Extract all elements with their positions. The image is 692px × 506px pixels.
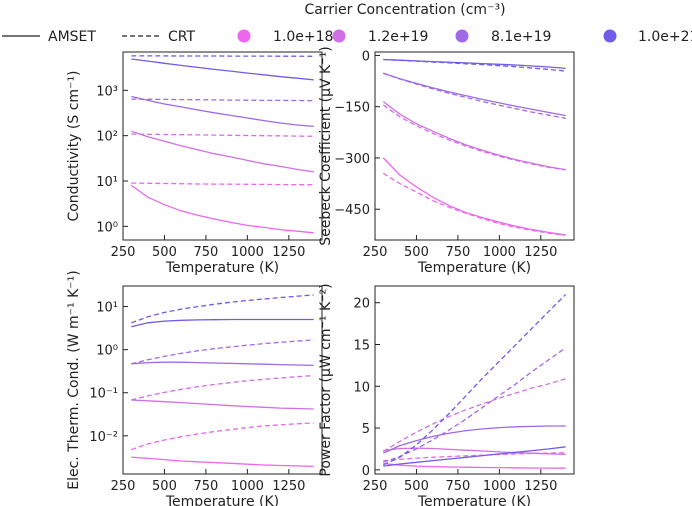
thermal-ytick-label-1: 10⁻¹ <box>89 387 118 402</box>
conductivity-ytick-label-1: 10¹ <box>96 175 118 190</box>
legend-label-1_2e19: 1.2e+19 <box>368 29 428 45</box>
conductivity-series-1 <box>131 182 314 186</box>
conductivity-xtick-label-3: 1000 <box>231 245 264 260</box>
thermal-series-0 <box>131 456 314 468</box>
legend-swatch-1e21 <box>603 29 617 43</box>
thermal-xtick-label-1: 500 <box>152 479 177 494</box>
seebeck-axes-frame <box>374 51 575 241</box>
legend-amset-label: AMSET <box>48 29 96 45</box>
conductivity-ylabel: Conductivity (S cm⁻¹) <box>66 70 82 221</box>
power-factor-panel: 250 500 750 1000 1250 0 5 10 15 20 Temperature (K)… <box>318 283 575 506</box>
thermal-xtick-label-4: 1250 <box>272 479 305 494</box>
thermal-ytick-label-0: 10⁻² <box>89 430 118 445</box>
powerfactor-series-4 <box>383 425 566 454</box>
legend-label-1e18: 1.0e+18 <box>273 29 333 45</box>
seebeck-ytick-label-3: −450 <box>334 203 370 218</box>
conductivity-xlabel: Temperature (K) <box>165 260 279 276</box>
powerfactor-xtick-label-4: 1250 <box>524 479 557 494</box>
conductivity-series-4 <box>131 95 314 128</box>
legend-label-1e21: 1.0e+21 <box>638 29 692 45</box>
thermal-series-7 <box>131 294 314 324</box>
seebeck-panel: 250 500 750 1000 1250 0 −150 −300 −450 Temperatur… <box>318 46 575 276</box>
thermal-xlabel: Temperature (K) <box>165 494 279 506</box>
powerfactor-xlabel: Temperature (K) <box>417 494 531 506</box>
powerfactor-series-5 <box>383 347 567 463</box>
thermal-ylabel: Elec. Therm. Cond. (W m⁻¹ K⁻¹) <box>66 270 82 490</box>
conductivity-xtick-label-1: 500 <box>152 245 177 260</box>
powerfactor-series-0 <box>383 462 566 469</box>
thermal-series-6 <box>131 318 314 328</box>
conductivity-panel: 250 500 750 1000 1250 10⁰ 10¹ 10² 10³ Temperature… <box>66 51 323 276</box>
powerfactor-ylabel: Power Factor (μW cm⁻¹ K⁻²) <box>318 283 334 476</box>
legend-crt-label: CRT <box>168 29 195 45</box>
seebeck-series-4 <box>383 72 566 117</box>
seebeck-series-3 <box>382 104 566 171</box>
powerfactor-series-7 <box>383 293 567 466</box>
conductivity-series-6 <box>131 58 314 81</box>
thermal-ytick-label-3: 10¹ <box>96 301 118 316</box>
conductivity-series-0 <box>130 184 314 234</box>
legend-title: Carrier Concentration (cm⁻³) <box>304 2 505 18</box>
thermal-series-5 <box>131 339 314 365</box>
thermal-series-1 <box>131 422 314 451</box>
powerfactor-xtick-label-2: 750 <box>446 479 471 494</box>
thermal-ytick-label-2: 10⁰ <box>96 344 118 359</box>
thermal-series-3 <box>131 374 314 401</box>
seebeck-xtick-label-2: 750 <box>446 245 471 260</box>
seebeck-ytick-label-2: −300 <box>334 152 370 167</box>
powerfactor-ytick-label-4: 20 <box>353 297 370 312</box>
legend-swatch-1_2e19 <box>332 29 346 43</box>
conductivity-xtick-label-4: 1250 <box>272 245 305 260</box>
powerfactor-series-2 <box>383 447 566 456</box>
thermal-axes-frame <box>122 285 323 475</box>
powerfactor-ytick-label-1: 5 <box>362 422 370 437</box>
conductivity-axes-frame <box>122 51 323 241</box>
seebeck-series-5 <box>383 72 566 119</box>
seebeck-xtick-label-1: 500 <box>404 245 429 260</box>
powerfactor-axes-frame <box>374 285 575 475</box>
powerfactor-ytick-label-0: 0 <box>362 464 370 479</box>
thermal-xtick-label-3: 1000 <box>231 479 264 494</box>
conductivity-series-3 <box>131 133 314 137</box>
seebeck-series-7 <box>383 58 566 72</box>
seebeck-series-6 <box>383 58 566 70</box>
legend-swatch-1e18 <box>237 29 251 43</box>
powerfactor-xtick-label-3: 1000 <box>483 479 516 494</box>
seebeck-ytick-label-0: 0 <box>362 49 370 64</box>
powerfactor-series-3 <box>382 378 566 452</box>
seebeck-ytick-label-1: −150 <box>334 101 370 116</box>
conductivity-series-5 <box>131 98 314 102</box>
thermal-series-2 <box>131 399 314 410</box>
conductivity-ytick-label-3: 10³ <box>96 84 118 99</box>
powerfactor-xtick-label-1: 500 <box>404 479 429 494</box>
seebeck-ylabel: Seebeck Coefficient (μV K⁻¹) <box>318 46 334 245</box>
seebeck-series-0 <box>382 157 566 236</box>
seebeck-series-1 <box>382 172 566 236</box>
thermal-xtick-label-0: 250 <box>111 479 136 494</box>
thermal-xtick-label-2: 750 <box>194 479 219 494</box>
powerfactor-series-6 <box>383 446 566 467</box>
seebeck-xtick-label-0: 250 <box>363 245 388 260</box>
seebeck-xtick-label-4: 1250 <box>524 245 557 260</box>
legend-label-8_1e19: 8.1e+19 <box>491 29 551 45</box>
powerfactor-xtick-label-0: 250 <box>363 479 388 494</box>
thermal-series-4 <box>131 361 314 367</box>
legend-swatch-8_1e19 <box>455 29 469 43</box>
seebeck-series-2 <box>382 101 566 171</box>
powerfactor-ytick-label-3: 15 <box>353 338 370 353</box>
conductivity-ytick-label-0: 10⁰ <box>96 220 118 235</box>
thermal-conductivity-panel: 250 500 750 1000 1250 10⁻² 10⁻¹ 10⁰ 10¹ Temperatu… <box>66 270 323 506</box>
conductivity-ytick-label-2: 10² <box>96 130 118 145</box>
seebeck-xlabel: Temperature (K) <box>417 260 531 276</box>
conductivity-series-2 <box>131 130 314 173</box>
powerfactor-ytick-label-2: 10 <box>353 380 370 395</box>
conductivity-xtick-label-2: 750 <box>194 245 219 260</box>
legend: Carrier Concentration (cm⁻³) AMSET CRT 1… <box>2 2 692 45</box>
seebeck-xtick-label-3: 1000 <box>483 245 516 260</box>
conductivity-xtick-label-0: 250 <box>111 245 136 260</box>
